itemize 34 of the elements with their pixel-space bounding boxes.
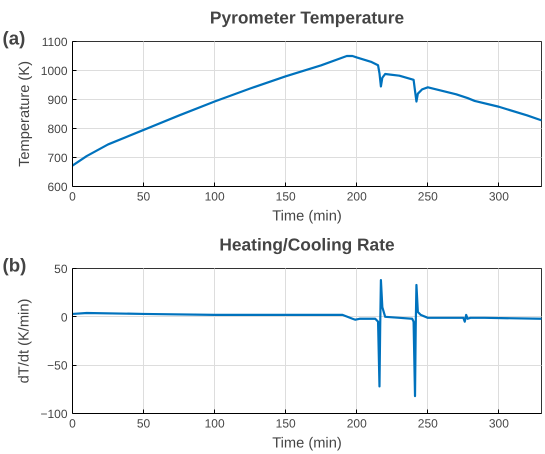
line-series [72, 54, 542, 167]
chart-title: Heating/Cooling Rate [219, 234, 395, 254]
x-axis-title: Time (min) [272, 208, 342, 224]
x-tick-label: 200 [346, 190, 368, 204]
text: (a) [2, 28, 26, 48]
x-tick-label: 200 [346, 416, 368, 430]
y-tick-label: −100 [40, 407, 68, 421]
x-axis-title: Time (min) [272, 436, 342, 452]
y-tick-label: 600 [47, 180, 68, 194]
x-tick-label: 100 [204, 190, 225, 204]
x-tick-label: 300 [488, 416, 510, 430]
y-axis-title: Temperature (K) [16, 61, 33, 167]
y-tick-label: 0 [60, 310, 68, 324]
y-tick-label: 700 [47, 151, 68, 165]
x-tick-label: 250 [418, 416, 438, 430]
y-tick-label: 1100 [42, 35, 68, 49]
y-tick-label: 900 [47, 93, 68, 107]
text: (b) [2, 254, 26, 276]
y-tick-label: 800 [47, 122, 68, 136]
x-tick-label: 150 [276, 190, 296, 204]
x-tick-label: 150 [276, 416, 296, 430]
y-tick-label: −50 [47, 358, 68, 373]
x-tick-label: 250 [418, 190, 438, 204]
x-tick-label: 50 [136, 190, 151, 204]
x-tick-label: 0 [69, 416, 76, 430]
line-series [72, 279, 542, 398]
x-tick-label: 0 [69, 190, 76, 204]
y-axis-title: dT/dt (K/min) [16, 298, 32, 384]
y-tick-label: 50 [54, 262, 68, 276]
x-tick-label: 100 [204, 416, 225, 430]
x-tick-label: 50 [136, 416, 151, 430]
y-tick-label: 1000 [40, 64, 68, 78]
x-tick-label: 300 [488, 190, 510, 204]
chart-title: Pyrometer Temperature [210, 8, 404, 28]
